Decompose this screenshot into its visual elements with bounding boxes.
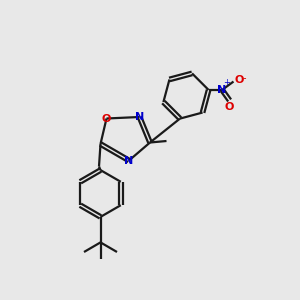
Text: +: +	[224, 78, 230, 87]
Text: N: N	[218, 85, 227, 95]
Text: N: N	[135, 112, 144, 122]
Text: O: O	[102, 113, 111, 124]
Text: O: O	[225, 102, 234, 112]
Text: O: O	[234, 75, 244, 85]
Text: -: -	[243, 73, 246, 83]
Text: N: N	[124, 155, 134, 166]
